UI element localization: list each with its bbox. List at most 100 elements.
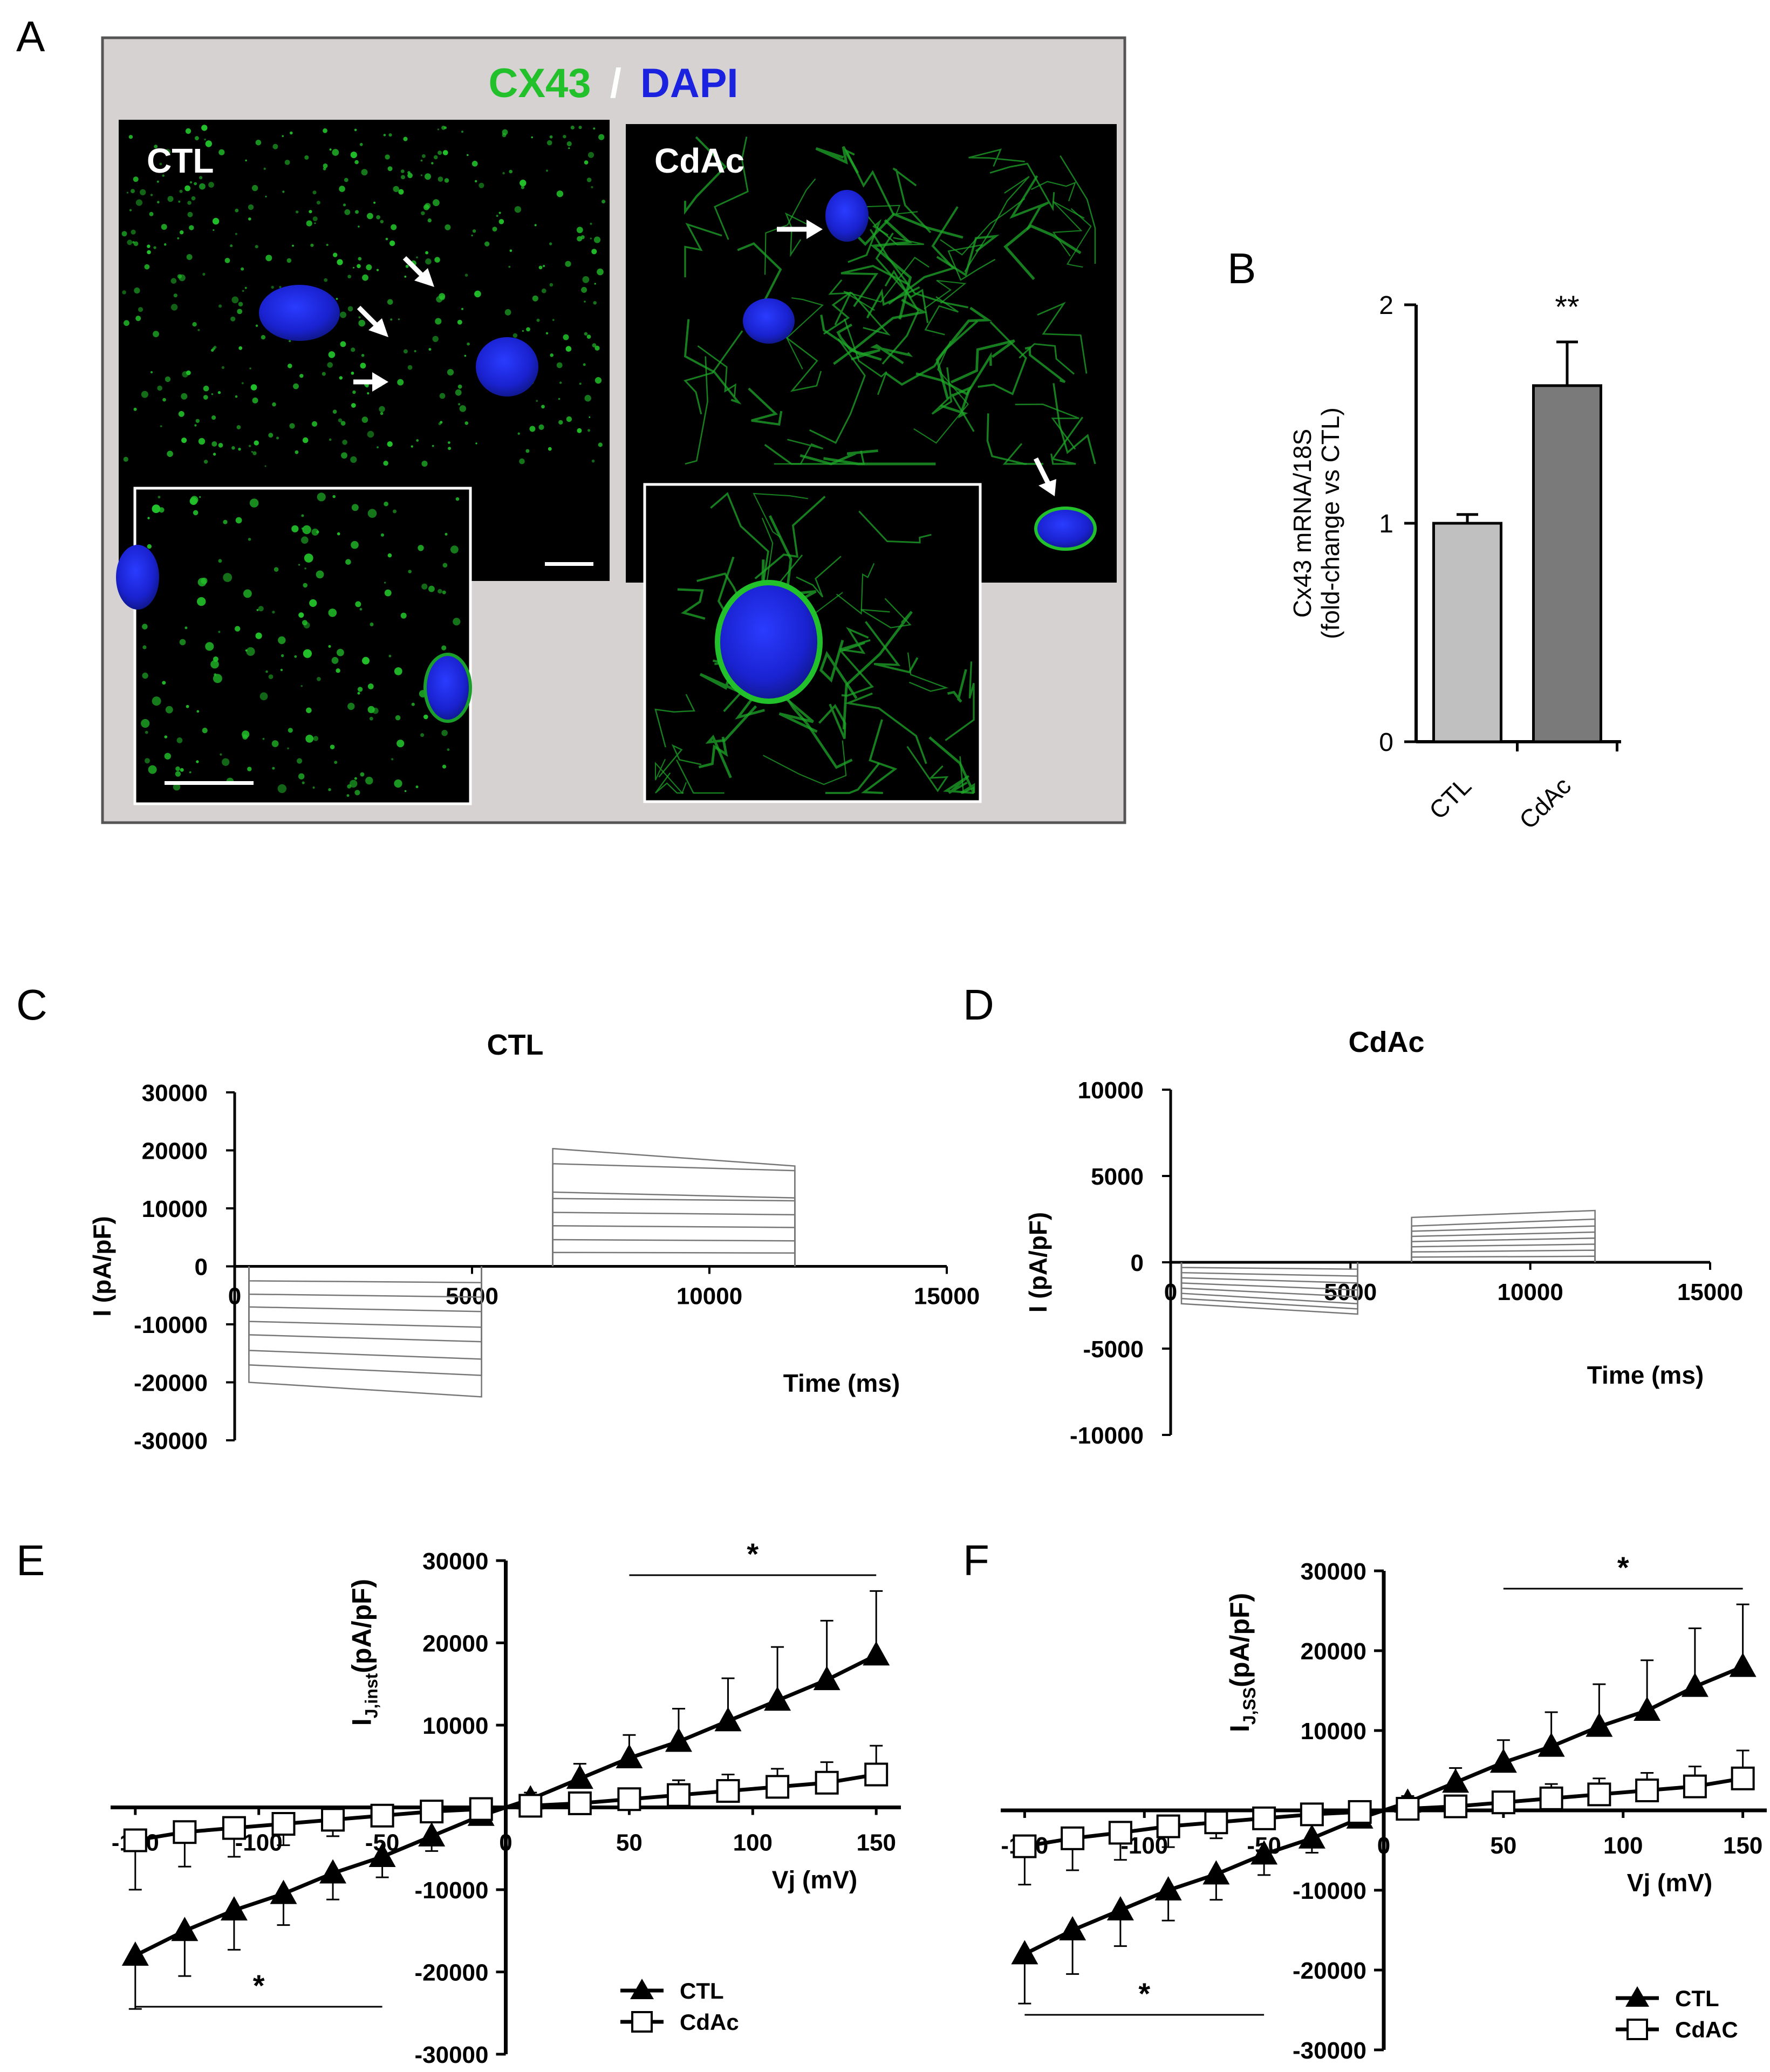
cx43-punctum bbox=[245, 649, 248, 652]
cx43-punctum bbox=[358, 225, 360, 228]
cx43-punctum bbox=[165, 149, 171, 155]
cx43-punctum bbox=[442, 764, 447, 769]
chart-f-x-tick-label: 150 bbox=[1723, 1832, 1762, 1859]
chart-e: 300002000010000-10000-20000-30000-150-10… bbox=[111, 1537, 901, 2068]
cx43-punctum bbox=[312, 216, 318, 222]
chart-f-x-tick-label: 0 bbox=[1377, 1832, 1390, 1859]
cx43-fiber bbox=[786, 297, 824, 370]
cx43-punctum bbox=[475, 442, 477, 445]
cx43-punctum bbox=[284, 160, 290, 165]
cx43-punctum bbox=[459, 405, 467, 412]
cx43-punctum bbox=[316, 201, 320, 205]
cx43-fiber bbox=[823, 457, 936, 466]
cx43-punctum bbox=[165, 706, 173, 714]
cx43-punctum bbox=[129, 209, 132, 211]
chart-d-trace-positive bbox=[1411, 1243, 1596, 1262]
cx43-punctum bbox=[242, 730, 250, 738]
chart-e-series-line-1 bbox=[135, 1773, 877, 1842]
cx43-punctum bbox=[276, 436, 279, 440]
cx43-punctum bbox=[185, 128, 192, 134]
cx43-punctum bbox=[387, 299, 393, 305]
cx43-punctum bbox=[196, 760, 199, 763]
chart-f-x-tick-label: 100 bbox=[1603, 1832, 1643, 1859]
cx43-punctum bbox=[186, 254, 193, 260]
cx43-punctum bbox=[162, 174, 165, 177]
chart-f-point-ctl bbox=[1298, 1824, 1325, 1849]
cx43-punctum bbox=[345, 559, 351, 565]
cx43-punctum bbox=[549, 242, 552, 245]
cx43-punctum bbox=[568, 147, 570, 149]
b-y-axis-label: Cx43 mRNA/18S(fold-change vs CTL) bbox=[1288, 407, 1344, 639]
cx43-punctum bbox=[529, 426, 536, 432]
ctl-inset bbox=[133, 487, 472, 805]
cx43-punctum bbox=[134, 288, 140, 294]
cx43-punctum bbox=[359, 142, 363, 146]
cx43-fiber bbox=[753, 493, 808, 538]
cx43-punctum bbox=[265, 670, 268, 673]
chart-d-x-tick-label: 15000 bbox=[1677, 1279, 1743, 1305]
chart-e-point-cdac bbox=[864, 1762, 889, 1787]
chart-f-point-ctl bbox=[1729, 1652, 1757, 1677]
cx43-punctum bbox=[347, 306, 353, 312]
cx43-punctum bbox=[498, 219, 504, 224]
cx43-punctum bbox=[565, 261, 571, 267]
cx43-punctum bbox=[180, 230, 184, 235]
cx43-fiber bbox=[764, 178, 816, 275]
cx43-punctum bbox=[147, 517, 150, 519]
cx43-punctum bbox=[339, 376, 343, 380]
cx43-punctum bbox=[144, 264, 150, 270]
cx43-punctum bbox=[423, 714, 428, 720]
cx43-fiber bbox=[684, 136, 727, 215]
chart-e-y-tick-label: 30000 bbox=[422, 1548, 488, 1575]
cx43-punctum bbox=[157, 201, 160, 204]
cx43-fiber bbox=[913, 340, 969, 444]
cx43-punctum bbox=[502, 129, 508, 135]
cx43-punctum bbox=[432, 336, 439, 342]
cx43-fiber bbox=[836, 323, 882, 361]
cx43-punctum bbox=[293, 383, 299, 389]
cx43-punctum bbox=[464, 273, 468, 277]
cx43-punctum bbox=[289, 423, 295, 429]
cx43-punctum bbox=[441, 126, 446, 130]
cx43-punctum bbox=[145, 758, 150, 764]
cx43-punctum bbox=[287, 747, 289, 750]
cx43-punctum bbox=[532, 295, 538, 302]
cx43-punctum bbox=[231, 446, 235, 450]
cx43-punctum bbox=[519, 458, 525, 464]
cx43-punctum bbox=[272, 767, 275, 770]
cx43-punctum bbox=[383, 134, 386, 136]
cx43-punctum bbox=[401, 175, 405, 180]
cx43-punctum bbox=[230, 316, 236, 322]
cx43-fiber bbox=[940, 198, 1026, 256]
chart-f-y-axis-label: IJ,SS(pA/pF) bbox=[1225, 1593, 1259, 1732]
cx43-punctum bbox=[471, 161, 478, 167]
chart-d-y-tick-label: 0 bbox=[1131, 1250, 1144, 1276]
chart-e-y-tick-label: 20000 bbox=[422, 1631, 488, 1657]
cx43-punctum bbox=[377, 446, 379, 449]
cx43-punctum bbox=[261, 335, 266, 340]
cx43-punctum bbox=[421, 461, 428, 467]
cx43-punctum bbox=[150, 371, 153, 374]
cx43-punctum bbox=[522, 330, 524, 332]
cx43-fiber bbox=[1024, 346, 1066, 384]
chart-e-point-ctl bbox=[813, 1666, 840, 1691]
cx43-punctum bbox=[461, 307, 463, 310]
cx43-punctum bbox=[135, 199, 142, 206]
cx43-punctum bbox=[360, 363, 366, 369]
cx43-punctum bbox=[566, 141, 572, 147]
chart-e-y-tick-label: -20000 bbox=[414, 1960, 488, 1986]
cx43-fiber bbox=[924, 279, 967, 310]
cx43-punctum bbox=[282, 190, 285, 193]
panel-a-micrograph: CX43 / DAPI CTL CdAc bbox=[101, 36, 1126, 824]
chart-f-sig-star-pos: * bbox=[1617, 1550, 1629, 1584]
cx43-punctum bbox=[437, 128, 440, 131]
cx43-fiber bbox=[828, 279, 891, 336]
cx43-fiber bbox=[654, 758, 687, 794]
cx43-punctum bbox=[418, 545, 424, 551]
chart-f-y-tick-label: 30000 bbox=[1301, 1558, 1366, 1585]
cx43-punctum bbox=[445, 532, 448, 536]
cx43-punctum bbox=[597, 268, 604, 276]
cx43-punctum bbox=[376, 269, 379, 271]
cx43-punctum bbox=[156, 180, 159, 183]
cx43-punctum bbox=[404, 276, 407, 278]
